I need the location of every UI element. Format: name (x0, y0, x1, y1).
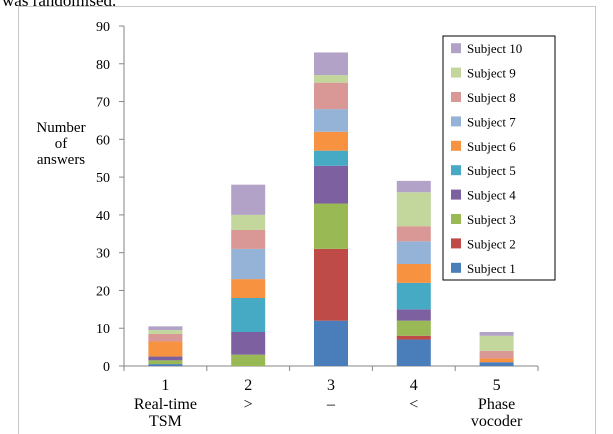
legend-swatch-subject-6 (451, 140, 461, 151)
bar-segment-subject-9-cat-1 (148, 330, 183, 334)
legend-swatch-subject-1 (451, 262, 461, 273)
legend-label-subject-2: Subject 2 (467, 236, 516, 251)
bar-segment-subject-9-cat-2 (231, 214, 266, 230)
bar-segment-subject-10-cat-2 (231, 184, 266, 215)
bar-segment-subject-3-cat-4 (396, 320, 431, 336)
legend-label-subject-4: Subject 4 (467, 188, 516, 203)
legend-swatch-subject-7 (451, 116, 461, 127)
y-tick-label: 20 (96, 284, 110, 299)
bar-segment-subject-6-cat-3 (314, 131, 348, 151)
legend-box (442, 35, 556, 281)
bar-segment-subject-1-cat-3 (314, 320, 348, 366)
bar-segment-subject-8-cat-5 (479, 350, 514, 359)
legend-label-subject-6: Subject 6 (467, 139, 516, 154)
y-axis-label-line-1: Number (36, 120, 86, 136)
y-tick-label: 40 (96, 209, 110, 224)
x-category-sublabel: TSM (149, 413, 182, 430)
y-tick-label: 0 (103, 360, 110, 375)
legend-label-subject-7: Subject 7 (467, 114, 516, 129)
bar-segment-subject-2-cat-3 (314, 248, 348, 321)
bar-segment-subject-4-cat-3 (314, 165, 348, 204)
legend-swatch-subject-5 (451, 165, 461, 176)
bar-segment-subject-6-cat-5 (479, 358, 514, 363)
y-axis-label-line-3: answers (36, 152, 86, 168)
x-tick-label: 4 (410, 377, 418, 394)
y-tick-label: 30 (96, 247, 110, 262)
bar-segment-subject-1-cat-5 (479, 362, 514, 366)
bar-segment-subject-9-cat-5 (479, 335, 514, 351)
legend-swatch-subject-3 (451, 214, 461, 224)
bar-segment-subject-3-cat-2 (231, 354, 266, 366)
y-tick-label: 50 (96, 171, 110, 186)
x-tick-label: 1 (161, 377, 169, 394)
bar-segment-subject-10-cat-4 (396, 180, 431, 193)
bar-segment-subject-8-cat-1 (148, 333, 183, 342)
legend-swatch-subject-8 (451, 92, 461, 102)
bar-segment-subject-5-cat-2 (231, 298, 266, 332)
bar-segment-subject-8-cat-3 (314, 82, 348, 110)
legend-swatch-subject-9 (451, 67, 461, 78)
bar-segment-subject-5-cat-3 (314, 150, 348, 166)
x-category-sublabel: Phase (478, 396, 515, 413)
y-tick-label: 60 (96, 133, 110, 148)
bar-segment-subject-1-cat-4 (396, 339, 431, 366)
bar-segment-subject-9-cat-4 (396, 192, 431, 227)
bar-segment-subject-6-cat-1 (148, 341, 183, 357)
legend-swatch-subject-2 (451, 238, 461, 249)
y-tick-label: 70 (96, 96, 110, 111)
bar-segment-subject-4-cat-4 (396, 309, 431, 321)
x-tick-label: 2 (244, 377, 252, 394)
bar-segment-subject-10-cat-1 (148, 326, 183, 331)
bar-segment-subject-7-cat-3 (314, 109, 348, 132)
bar-segment-subject-10-cat-5 (479, 332, 514, 336)
x-category-sublabel: Real-time (134, 396, 197, 413)
legend-label-subject-5: Subject 5 (467, 163, 516, 178)
bar-segment-subject-4-cat-2 (231, 332, 266, 355)
y-axis-label: Number of answers (28, 120, 94, 168)
x-category-sublabel: > (244, 396, 253, 413)
bar-segment-subject-1-cat-1 (148, 364, 183, 366)
bar-segment-subject-9-cat-3 (314, 75, 348, 83)
x-tick-label: 5 (493, 377, 501, 394)
header-text: was randomised. (2, 0, 117, 10)
bar-segment-subject-6-cat-4 (396, 264, 431, 283)
y-tick-label: 90 (96, 20, 110, 35)
x-category-sublabel: – (326, 396, 336, 413)
bar-segment-subject-3-cat-1 (148, 360, 183, 365)
legend-label-subject-8: Subject 8 (467, 90, 516, 105)
bar-segment-subject-6-cat-2 (231, 279, 266, 298)
y-axis-label-line-2: of (54, 136, 68, 152)
legend-label-subject-1: Subject 1 (467, 261, 516, 276)
bar-segment-subject-8-cat-4 (396, 226, 431, 242)
y-tick-label: 10 (96, 322, 110, 337)
bar-segment-subject-5-cat-4 (396, 282, 431, 310)
bar-segment-subject-3-cat-3 (314, 203, 348, 249)
figure-frame (18, 6, 596, 434)
bar-segment-subject-7-cat-4 (396, 241, 431, 264)
legend-label-subject-3: Subject 3 (467, 212, 516, 227)
legend-swatch-subject-10 (451, 43, 461, 54)
legend-swatch-subject-4 (451, 189, 461, 200)
bar-segment-subject-10-cat-3 (314, 52, 348, 76)
legend-label-subject-10: Subject 10 (467, 41, 522, 56)
bar-segment-subject-7-cat-2 (231, 248, 266, 280)
bar-segment-subject-2-cat-4 (396, 335, 431, 340)
y-tick-label: 80 (96, 58, 110, 73)
legend-label-subject-9: Subject 9 (467, 66, 516, 81)
bar-segment-subject-8-cat-2 (231, 230, 266, 249)
x-category-sublabel: < (409, 396, 418, 413)
x-category-sublabel: vocoder (471, 413, 523, 430)
bar-segment-subject-4-cat-1 (148, 356, 183, 361)
x-tick-label: 3 (327, 377, 335, 394)
